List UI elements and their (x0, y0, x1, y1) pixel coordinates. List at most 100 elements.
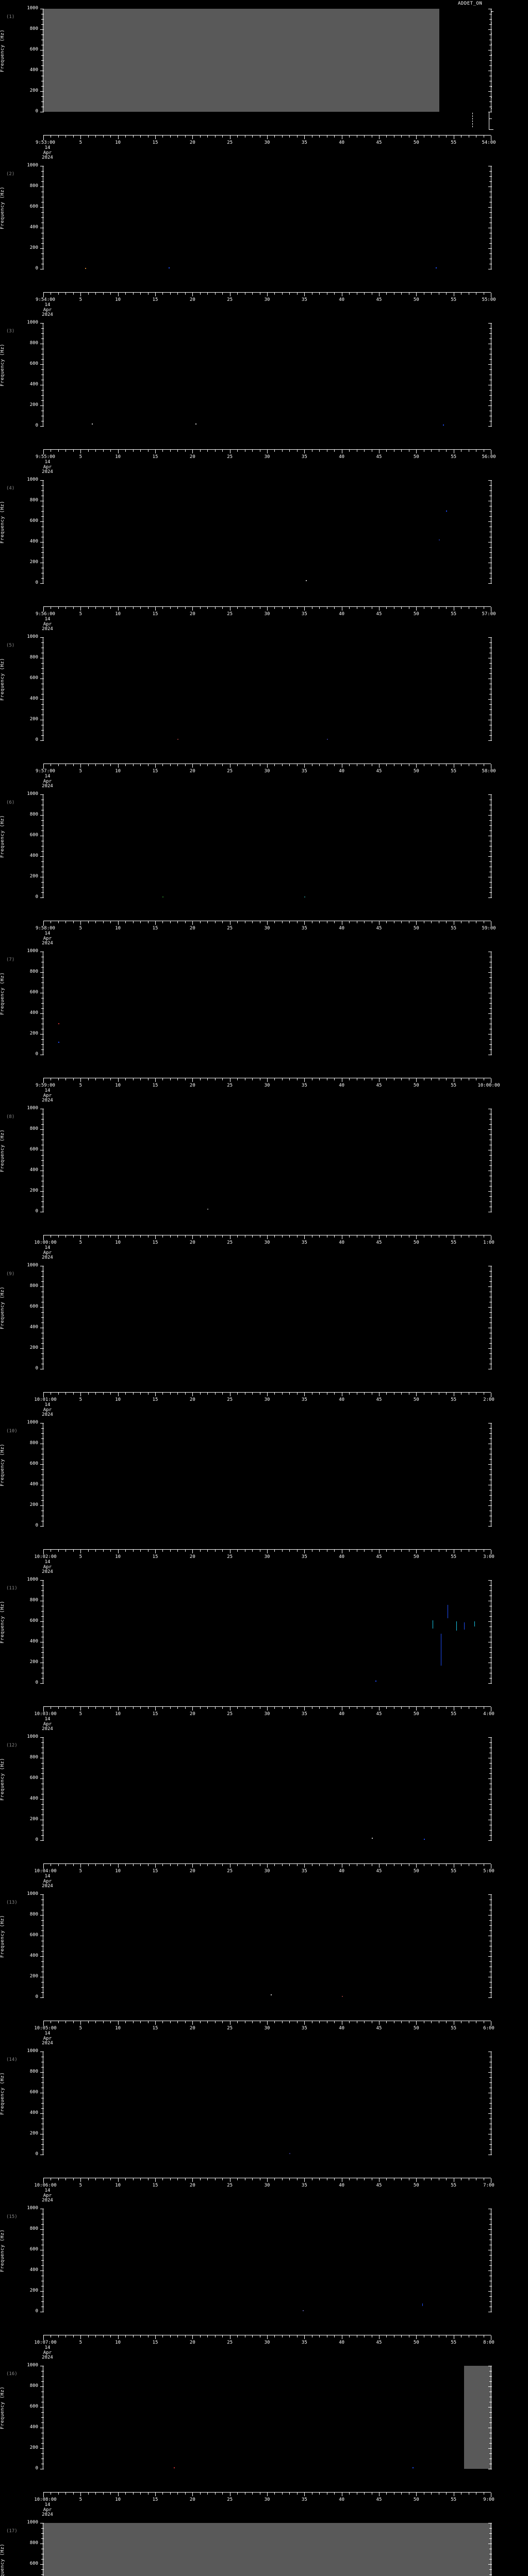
x-tick-label: 45 (376, 454, 382, 460)
x-tick-label: 35 (301, 2026, 307, 2031)
y-axis-title: Frequency (Hz) (0, 658, 5, 701)
spectrogram-canvas[interactable] (43, 1266, 491, 1369)
x-tick-label: 40 (339, 454, 345, 460)
y-axis-title: Frequency (Hz) (0, 2544, 5, 2576)
x-tick-label: 35 (301, 1083, 307, 1088)
x-tick-label: 50 (413, 2026, 419, 2031)
x-tick-labels: 9:53:00 5 10 15 20 25 30 35 40 45 50 55 54:00 (0, 140, 528, 146)
x-axis (43, 1392, 491, 1397)
y-tick-label: 400 (29, 1010, 38, 1015)
date-stamp: 14 Apr 2024 (42, 145, 53, 160)
panel-index-label: (11) (6, 1586, 18, 1591)
spectrogram-panel[interactable]: (2) 0 200 400 600 800 1000 Frequency (Hz) 9:54:0… (0, 157, 528, 317)
spectrogram-canvas[interactable] (43, 1580, 491, 1683)
x-tick-label: 5 (79, 1554, 82, 1560)
y-axis-title: Frequency (Hz) (0, 1915, 5, 1958)
x-tick-label: 20 (189, 1554, 195, 1560)
spectrogram-canvas[interactable] (43, 9, 491, 112)
spectrogram-canvas[interactable] (43, 637, 491, 740)
x-tick-label: 35 (301, 1711, 307, 1717)
spectrogram-panel[interactable]: (7) 0 200 400 600 800 1000 Frequency (Hz) 9:59:0… (0, 943, 528, 1103)
x-tick-label: 10 (115, 926, 121, 931)
y-tick-labels: 0 200 400 600 800 1000 (3, 1106, 39, 1214)
spectrogram-canvas[interactable] (43, 323, 491, 426)
x-tick-labels: 10:03:00 5 10 15 20 25 30 35 40 45 50 55 4:00 (0, 1711, 528, 1718)
x-tick-label: 30 (264, 2026, 270, 2031)
date-stamp: 14 Apr 2024 (42, 1717, 53, 1732)
y-tick-label: 200 (29, 2288, 38, 2293)
y-tick-label: 800 (29, 498, 38, 503)
spectrogram-panel[interactable]: (1) 0 200 400 600 800 1000 Frequency (Hz) 9:53:0… (0, 0, 528, 160)
y-tick-label: 800 (29, 1755, 38, 1760)
spectrogram-canvas[interactable] (43, 480, 491, 583)
y-axis-title: Frequency (Hz) (0, 1758, 5, 1801)
spectrogram-panel[interactable]: (12) 0 200 400 600 800 1000 Frequency (Hz) 10:04… (0, 1728, 528, 1889)
spectrogram-canvas[interactable] (43, 794, 491, 897)
plot-box: 0 200 400 600 800 1000 Frequency (Hz) (0, 2206, 492, 2314)
x-tick-label: 30 (264, 297, 270, 302)
y-tick-label: 200 (29, 874, 38, 879)
y-tick-label: 200 (29, 2131, 38, 2136)
spectrogram-canvas[interactable] (43, 2209, 491, 2312)
spectrogram-panel[interactable]: (15) 0 200 400 600 800 1000 Frequency (Hz) 10:07… (0, 2200, 528, 2360)
date-stamp: 14 Apr 2024 (42, 302, 53, 317)
x-tick-label: 50 (413, 1711, 419, 1717)
y-tick-label: 400 (29, 853, 38, 858)
spectrogram-panel[interactable]: (3) 0 200 400 600 800 1000 Frequency (Hz) 9:55:0… (0, 314, 528, 474)
spectrogram-panel[interactable]: (10) 0 200 400 600 800 1000 Frequency (Hz) 10:02… (0, 1414, 528, 1574)
plot-box: 0 200 400 600 800 1000 Frequency (Hz) (0, 477, 492, 585)
y-tick-label: 1000 (27, 2048, 38, 2054)
x-tick-labels: 9:57:00 5 10 15 20 25 30 35 40 45 50 55 58:00 (0, 769, 528, 775)
y-tick-label: 800 (29, 2540, 38, 2546)
spectrogram-canvas[interactable] (43, 166, 491, 269)
detection-mark (412, 2467, 414, 2468)
x-tick-label: 20 (189, 2026, 195, 2031)
y-tick-label: 800 (29, 969, 38, 974)
y-tick-label: 1000 (27, 948, 38, 954)
x-tick-label: 50 (413, 612, 419, 617)
x-tick-label: 40 (339, 297, 345, 302)
x-tick-label: 15 (152, 2026, 158, 2031)
x-tick-label: 25 (227, 1397, 233, 1402)
x-tick-label: 30 (264, 1869, 270, 1874)
spectrogram-panel[interactable]: (9) 0 200 400 600 800 1000 Frequency (Hz) 10:01:… (0, 1257, 528, 1417)
x-tick-label: 10 (115, 2497, 121, 2502)
x-tick-label: 50 (413, 1083, 419, 1088)
x-tick-label: 10 (115, 1554, 121, 1560)
x-tick-label: 15 (152, 1083, 158, 1088)
spectrogram-canvas[interactable] (43, 1737, 491, 1840)
spectrogram-panel[interactable]: (6) 0 200 400 600 800 1000 Frequency (Hz) 9:58:0… (0, 786, 528, 946)
date-stamp: 14 Apr 2024 (42, 931, 53, 946)
spectrogram-panel[interactable]: (13) 0 200 400 600 800 1000 Frequency (Hz) 10:05… (0, 1886, 528, 2046)
x-tick-label: 15 (152, 1397, 158, 1402)
x-tick-label: 10 (115, 1397, 121, 1402)
x-tick-label: 55 (451, 297, 457, 302)
x-tick-label: 5 (79, 612, 82, 617)
spectrogram-panel[interactable]: (8) 0 200 400 600 800 1000 Frequency (Hz) 10:00:… (0, 1100, 528, 1260)
x-tick-label: 45 (376, 612, 382, 617)
y-tick-label: 400 (29, 2267, 38, 2273)
y-tick-label: 200 (29, 1659, 38, 1665)
spectrogram-canvas[interactable] (43, 2523, 491, 2576)
y-tick-label: 0 (35, 2151, 38, 2157)
spectrogram-panel[interactable]: (4) 0 200 400 600 800 1000 Frequency (Hz) 9:56:0… (0, 471, 528, 632)
spectrogram-canvas[interactable] (43, 1423, 491, 1526)
spectrogram-canvas[interactable] (43, 2366, 491, 2469)
plot-box: 0 200 400 600 800 1000 Frequency (Hz) (0, 1577, 492, 1685)
x-start-time-label: 9:54:00 (36, 297, 55, 302)
spectrogram-canvas[interactable] (43, 1109, 491, 1212)
y-tick-label: 400 (29, 1325, 38, 1330)
spectrogram-panel[interactable]: (14) 0 200 400 600 800 1000 Frequency (Hz) 10:06… (0, 2043, 528, 2203)
x-tick-label: 25 (227, 2183, 233, 2188)
x-tick-labels: 9:56:00 5 10 15 20 25 30 35 40 45 50 55 57:00 (0, 612, 528, 618)
x-axis (43, 606, 491, 612)
detection-mark (92, 423, 93, 425)
spectrogram-canvas[interactable] (43, 2052, 491, 2155)
spectrogram-canvas[interactable] (43, 1894, 491, 1997)
spectrogram-panel[interactable]: (16) 0 200 400 600 800 1000 Frequency (Hz) 10:08… (0, 2357, 528, 2517)
spectrogram-panel[interactable]: (11) 0 200 400 600 800 1000 Frequency (Hz) 10:03… (0, 1571, 528, 1732)
spectrogram-canvas[interactable] (43, 952, 491, 1055)
y-axis-title: Frequency (Hz) (0, 815, 5, 858)
spectrogram-panel[interactable]: (5) 0 200 400 600 800 1000 Frequency (Hz) 9:57:0… (0, 629, 528, 789)
